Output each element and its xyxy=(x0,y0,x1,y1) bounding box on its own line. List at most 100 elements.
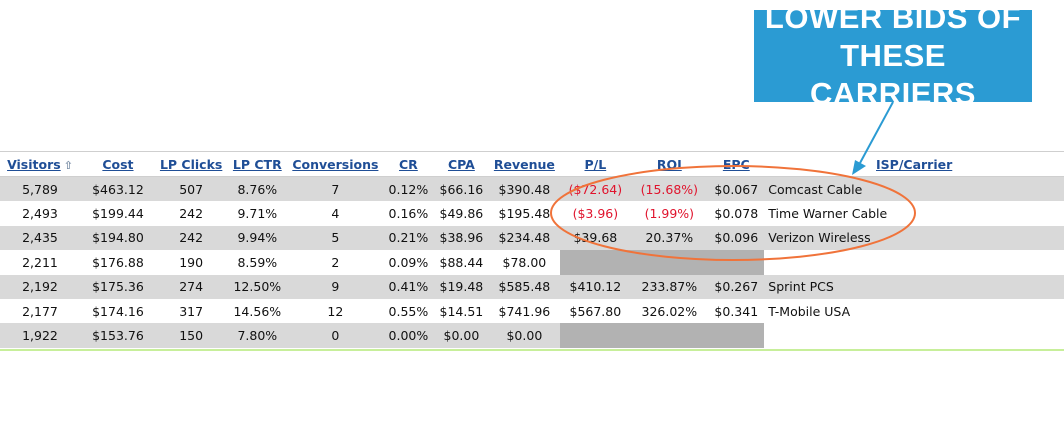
column-header-cost[interactable]: Cost xyxy=(79,151,156,177)
annotation-callout: LOWER BIDS OF THESE CARRIERS xyxy=(754,0,1032,111)
visitors-cell: 5,789 xyxy=(0,176,80,202)
isp-carrier-cell: Verizon Wireless xyxy=(764,225,1064,251)
roi-cell: (1.99%) xyxy=(630,201,709,226)
cost-cell: $176.88 xyxy=(79,250,156,275)
conversions-cell: 9 xyxy=(288,274,383,299)
lp-ctr-cell: 7.80% xyxy=(226,323,289,348)
cr-cell: 0.09% xyxy=(382,250,435,275)
pl-cell: $410.12 xyxy=(560,274,631,299)
lp-ctr-cell: 9.94% xyxy=(226,225,289,251)
lp-clicks-cell: 317 xyxy=(155,298,227,324)
cost-cell: $175.36 xyxy=(79,274,156,299)
revenue-cell: $741.96 xyxy=(488,298,561,324)
cost-cell: $174.16 xyxy=(79,298,156,324)
visitors-cell: 2,192 xyxy=(0,274,80,299)
pl-cell: ($72.64) xyxy=(560,176,631,202)
conversions-cell: 4 xyxy=(288,201,383,226)
roi-cell: 326.02% xyxy=(630,298,709,324)
conversions-cell: 2 xyxy=(288,250,383,275)
cpa-cell: $38.96 xyxy=(434,225,489,251)
cost-cell: $194.80 xyxy=(79,225,156,251)
conversions-cell: 5 xyxy=(288,225,383,251)
roi-cell: 233.87% xyxy=(630,274,709,299)
column-header-revenue[interactable]: Revenue xyxy=(488,151,561,177)
lp-clicks-cell: 507 xyxy=(155,176,227,202)
cost-cell: $463.12 xyxy=(79,176,156,202)
pl-cell: $567.80 xyxy=(560,298,631,324)
revenue-cell: $234.48 xyxy=(488,225,561,251)
table-body: 5,789 $463.12 507 8.76% 7 0.12% $66.16 $390.48(… xyxy=(0,176,1064,348)
reflection-fade xyxy=(0,352,1064,428)
table-row: 5,789 $463.12 507 8.76% 7 0.12% $66.16 $390.48(… xyxy=(0,176,1064,202)
cpa-cell: $14.51 xyxy=(434,298,489,324)
revenue-cell: $390.48 xyxy=(488,176,561,202)
callout-line-1: LOWER BIDS OF xyxy=(764,0,1022,35)
epc-cell: $0.067 xyxy=(708,176,765,202)
isp-carrier-cell: T-Mobile USA xyxy=(764,298,1064,324)
empty-cell xyxy=(560,323,765,348)
column-header-lp-clicks[interactable]: LP Clicks xyxy=(155,151,227,177)
cr-cell: 0.21% xyxy=(382,225,435,251)
column-header-pl[interactable]: P/L xyxy=(560,151,631,177)
column-header-cpa[interactable]: CPA xyxy=(434,151,489,177)
lp-ctr-cell: 8.76% xyxy=(226,176,289,202)
conversions-cell: 12 xyxy=(288,298,383,324)
cr-cell: 0.55% xyxy=(382,298,435,324)
lp-ctr-cell: 14.56% xyxy=(226,298,289,324)
cost-cell: $199.44 xyxy=(79,201,156,226)
cpa-cell: $88.44 xyxy=(434,250,489,275)
cpa-cell: $49.86 xyxy=(434,201,489,226)
epc-cell: $0.078 xyxy=(708,201,765,226)
epc-cell: $0.096 xyxy=(708,225,765,251)
isp-carrier-cell: Sprint PCS xyxy=(764,274,1064,299)
column-header-lp-ctr[interactable]: LP CTR xyxy=(226,151,289,177)
lp-clicks-cell: 150 xyxy=(155,323,227,348)
column-header-visitors[interactable]: Visitors ⇧ xyxy=(0,151,80,177)
revenue-cell: $585.48 xyxy=(488,274,561,299)
column-header-isp-carrier[interactable]: ISP/Carrier xyxy=(764,151,1064,177)
cr-cell: 0.41% xyxy=(382,274,435,299)
visitors-cell: 2,493 xyxy=(0,201,80,226)
roi-cell: 20.37% xyxy=(630,225,709,251)
lp-ctr-cell: 8.59% xyxy=(226,250,289,275)
column-header-conversions[interactable]: Conversions xyxy=(288,151,383,177)
pl-cell: ($3.96) xyxy=(560,201,631,226)
lp-clicks-cell: 242 xyxy=(155,225,227,251)
lp-clicks-cell: 242 xyxy=(155,201,227,226)
isp-carrier-cell: Comcast Cable xyxy=(764,176,1064,202)
column-header-cr[interactable]: CR xyxy=(382,151,435,177)
visitors-cell: 2,435 xyxy=(0,225,80,251)
column-header-epc[interactable]: EPC xyxy=(708,151,765,177)
cpa-cell: $66.16 xyxy=(434,176,489,202)
lp-ctr-cell: 9.71% xyxy=(226,201,289,226)
table-row: 2,435 $194.80 242 9.94% 5 0.21% $38.96 $234.48 $… xyxy=(0,225,1064,251)
table-header-row: Visitors ⇧ Cost LP Clicks LP CTR Conversi… xyxy=(0,151,1064,177)
empty-cell xyxy=(560,250,765,275)
roi-cell: (15.68%) xyxy=(630,176,709,202)
divider xyxy=(0,349,1064,351)
cr-cell: 0.00% xyxy=(382,323,435,348)
lp-ctr-cell: 12.50% xyxy=(226,274,289,299)
table-row: 2,177 $174.16 317 14.56% 12 0.55% $14.51 $741.9… xyxy=(0,298,1064,324)
isp-carrier-cell xyxy=(764,323,1064,348)
cr-cell: 0.16% xyxy=(382,201,435,226)
visitors-cell: 1,922 xyxy=(0,323,80,348)
lp-clicks-cell: 274 xyxy=(155,274,227,299)
column-header-roi[interactable]: ROI xyxy=(630,151,709,177)
sort-ascending-icon[interactable]: ⇧ xyxy=(63,158,73,172)
revenue-cell: $195.48 xyxy=(488,201,561,226)
visitors-cell: 2,177 xyxy=(0,298,80,324)
pl-cell: $39.68 xyxy=(560,225,631,251)
isp-carrier-report-table: Visitors ⇧ Cost LP Clicks LP CTR Conversi… xyxy=(0,151,1064,348)
table-row: 1,922 $153.76 150 7.80% 0 0.00% $0.00 $0.00 xyxy=(0,323,1064,348)
table-row: 2,192 $175.36 274 12.50% 9 0.41% $19.48 $585.48… xyxy=(0,274,1064,299)
conversions-cell: 0 xyxy=(288,323,383,348)
table-row: 2,493 $199.44 242 9.71% 4 0.16% $49.86 $195.48(… xyxy=(0,201,1064,226)
lp-clicks-cell: 190 xyxy=(155,250,227,275)
revenue-cell: $0.00 xyxy=(488,323,561,348)
epc-cell: $0.267 xyxy=(708,274,765,299)
isp-carrier-cell: Time Warner Cable xyxy=(764,201,1064,226)
callout-line-2: THESE CARRIERS xyxy=(810,38,976,111)
visitors-cell: 2,211 xyxy=(0,250,80,275)
revenue-cell: $78.00 xyxy=(488,250,561,275)
